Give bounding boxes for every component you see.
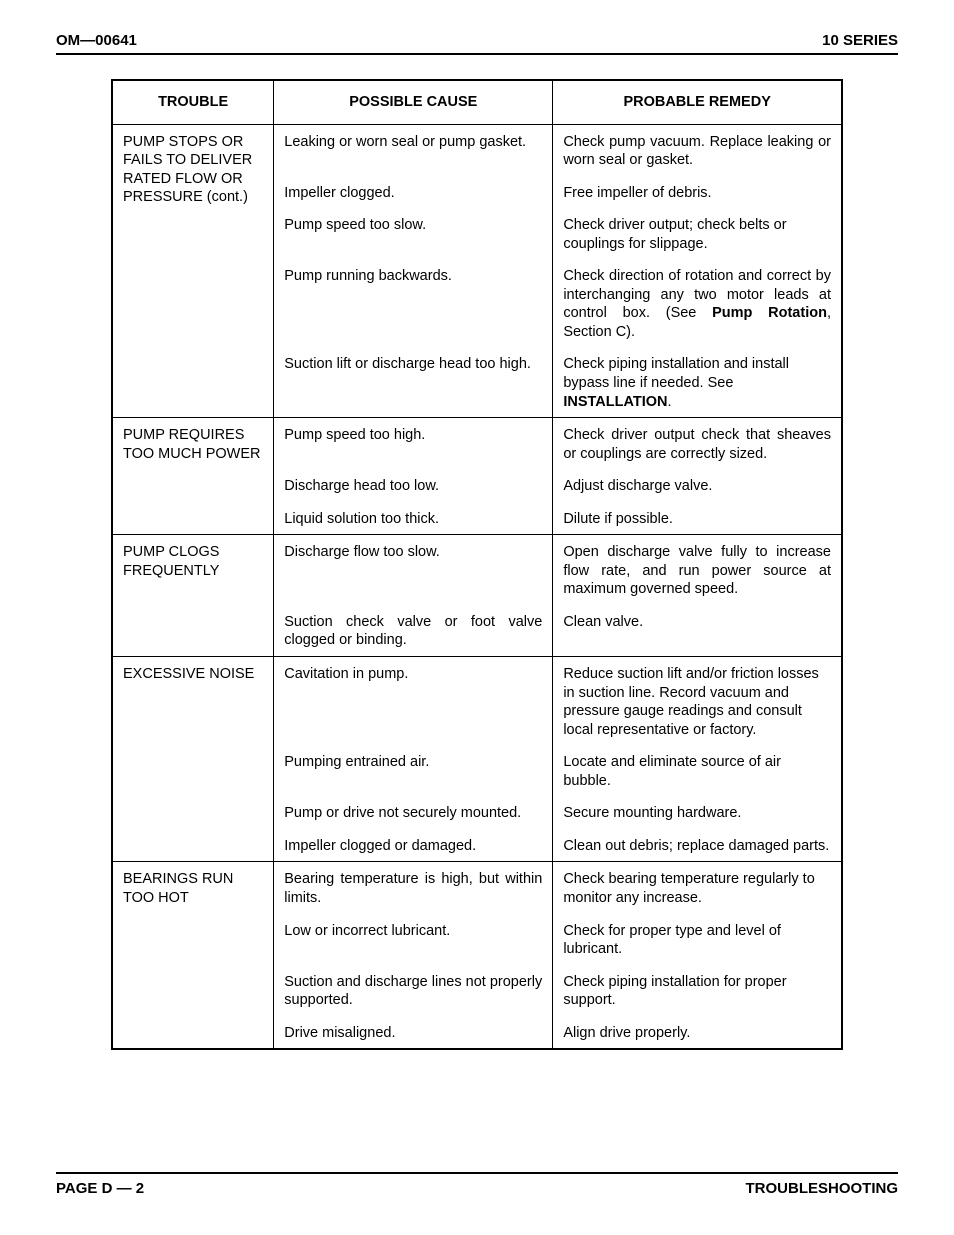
- footer-left: PAGE D — 2: [56, 1180, 144, 1197]
- cause-cell: Discharge head too low.: [274, 469, 553, 502]
- remedy-cell: Clean valve.: [553, 605, 842, 657]
- col-trouble: TROUBLE: [112, 80, 274, 124]
- remedy-cell: Check direction of rotation and correct …: [553, 259, 842, 347]
- table-row: PUMP CLOGS FREQUENTLYDischarge flow too …: [112, 535, 842, 605]
- cause-cell: Liquid solution too thick.: [274, 502, 553, 535]
- cause-cell: Pumping entrained air.: [274, 745, 553, 796]
- cause-cell: Pump running backwards.: [274, 259, 553, 347]
- cause-cell: Suction check valve or foot valve clogge…: [274, 605, 553, 657]
- cause-cell: Cavitation in pump.: [274, 657, 553, 746]
- trouble-cell: PUMP STOPS OR FAILS TO DELIVER RATED FLO…: [112, 124, 274, 418]
- cause-cell: Pump or drive not securely mounted.: [274, 796, 553, 829]
- trouble-cell: BEARINGS RUN TOO HOT: [112, 862, 274, 1049]
- cause-cell: Bearing temperature is high, but within …: [274, 862, 553, 914]
- page-header: OM—00641 10 SERIES: [56, 32, 898, 55]
- col-remedy: PROBABLE REMEDY: [553, 80, 842, 124]
- remedy-cell: Check for proper type and level of lubri…: [553, 914, 842, 965]
- remedy-cell: Check pump vacuum. Replace leaking or wo…: [553, 124, 842, 176]
- cause-cell: Suction and discharge lines not properly…: [274, 965, 553, 1016]
- cause-cell: Low or incorrect lubricant.: [274, 914, 553, 965]
- header-left: OM—00641: [56, 32, 137, 49]
- table-row: PUMP STOPS OR FAILS TO DELIVER RATED FLO…: [112, 124, 842, 176]
- remedy-cell: Dilute if possible.: [553, 502, 842, 535]
- cause-cell: Impeller clogged.: [274, 176, 553, 209]
- page-footer: PAGE D — 2 TROUBLESHOOTING: [56, 1172, 898, 1197]
- cause-cell: Impeller clogged or damaged.: [274, 829, 553, 862]
- cause-cell: Drive misaligned.: [274, 1016, 553, 1050]
- remedy-cell: Reduce suction lift and/or friction loss…: [553, 657, 842, 746]
- cause-cell: Discharge flow too slow.: [274, 535, 553, 605]
- remedy-cell: Free impeller of debris.: [553, 176, 842, 209]
- table-row: PUMP REQUIRES TOO MUCH POWERPump speed t…: [112, 418, 842, 470]
- remedy-cell: Check driver output; check belts or coup…: [553, 208, 842, 259]
- trouble-cell: EXCESSIVE NOISE: [112, 657, 274, 862]
- remedy-cell: Check driver output check that sheaves o…: [553, 418, 842, 470]
- cause-cell: Leaking or worn seal or pump gasket.: [274, 124, 553, 176]
- troubleshoot-table: TROUBLE POSSIBLE CAUSE PROBABLE REMEDY P…: [111, 79, 843, 1050]
- trouble-cell: PUMP CLOGS FREQUENTLY: [112, 535, 274, 657]
- cause-cell: Pump speed too high.: [274, 418, 553, 470]
- page: OM—00641 10 SERIES TROUBLE POSSIBLE CAUS…: [0, 0, 954, 1235]
- remedy-cell: Adjust discharge valve.: [553, 469, 842, 502]
- table-row: BEARINGS RUN TOO HOTBearing temperature …: [112, 862, 842, 914]
- remedy-cell: Locate and eliminate source of air bubbl…: [553, 745, 842, 796]
- remedy-cell: Check piping installation for proper sup…: [553, 965, 842, 1016]
- cause-cell: Suction lift or discharge head too high.: [274, 347, 553, 417]
- table-row: EXCESSIVE NOISECavitation in pump.Reduce…: [112, 657, 842, 746]
- cause-cell: Pump speed too slow.: [274, 208, 553, 259]
- remedy-cell: Check piping installation and install by…: [553, 347, 842, 417]
- remedy-cell: Align drive properly.: [553, 1016, 842, 1050]
- col-cause: POSSIBLE CAUSE: [274, 80, 553, 124]
- table-header-row: TROUBLE POSSIBLE CAUSE PROBABLE REMEDY: [112, 80, 842, 124]
- remedy-cell: Open discharge valve fully to increase f…: [553, 535, 842, 605]
- trouble-cell: PUMP REQUIRES TOO MUCH POWER: [112, 418, 274, 535]
- remedy-cell: Secure mounting hardware.: [553, 796, 842, 829]
- remedy-cell: Check bearing temperature regularly to m…: [553, 862, 842, 914]
- header-right: 10 SERIES: [822, 32, 898, 49]
- remedy-cell: Clean out debris; replace damaged parts.: [553, 829, 842, 862]
- footer-right: TROUBLESHOOTING: [746, 1180, 899, 1197]
